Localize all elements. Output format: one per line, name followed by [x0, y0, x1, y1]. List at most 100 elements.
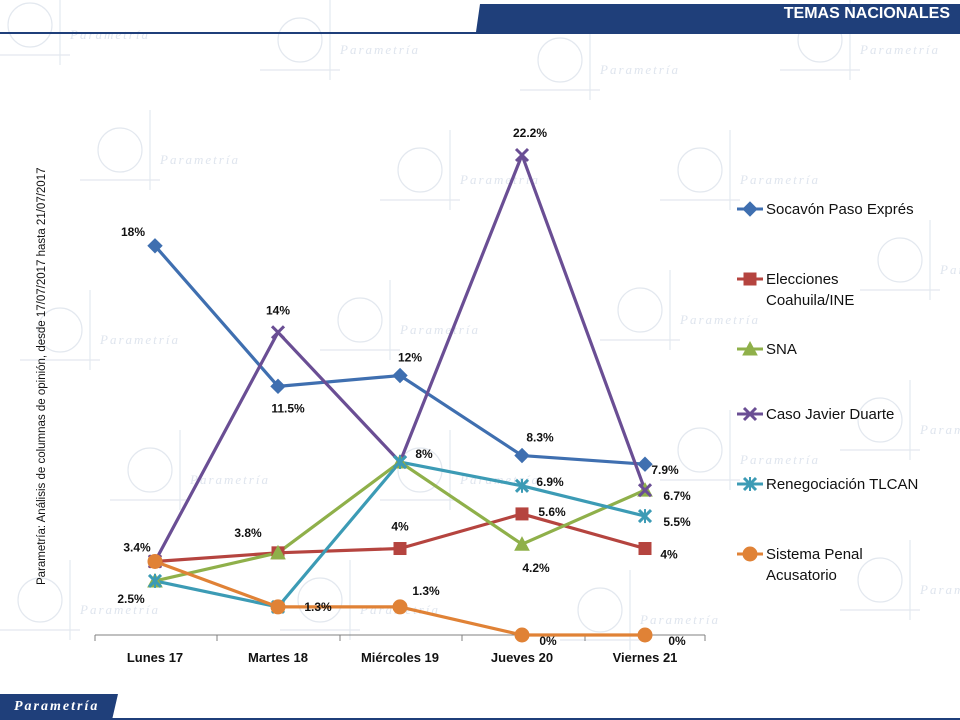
- data-label: 6.7%: [663, 489, 691, 503]
- x-tick-label: Viernes 21: [613, 650, 678, 665]
- x-tick-label: Martes 18: [248, 650, 308, 665]
- watermark-tile: Parametría: [780, 0, 940, 80]
- watermark-tile: Parametría: [80, 110, 240, 190]
- legend-item: SNA: [736, 330, 956, 374]
- legend-swatch: [737, 201, 763, 217]
- legend-item: Renegociación TLCAN: [736, 465, 956, 509]
- series-line: [153, 559, 647, 637]
- watermark-tile: Parametría: [260, 0, 420, 80]
- watermark-tile: Parametría: [110, 430, 268, 510]
- legend-swatch: [737, 340, 763, 356]
- watermark-tile: Parametría: [840, 540, 960, 620]
- data-label: 7.9%: [651, 463, 679, 477]
- data-label: 18%: [121, 225, 145, 239]
- footer-bar: [0, 694, 960, 720]
- watermark-text: Parametría: [79, 602, 160, 617]
- data-label: 14%: [266, 303, 290, 317]
- data-label: 8%: [415, 447, 433, 461]
- data-point: [270, 378, 286, 395]
- data-label: 22.2%: [513, 126, 547, 140]
- data-label: 8.3%: [526, 431, 554, 445]
- data-point: [637, 627, 653, 643]
- data-point: [515, 507, 529, 521]
- watermark-tile: Parametría: [0, 0, 150, 65]
- data-label: 5.6%: [538, 505, 566, 519]
- watermark-tile: Parametría: [660, 130, 820, 210]
- watermark-tile: Parametría: [660, 410, 820, 490]
- watermark-tile: Parametría: [320, 280, 480, 360]
- data-label: 0%: [668, 634, 686, 648]
- data-point: [392, 367, 408, 384]
- data-point: [742, 406, 758, 422]
- watermark-tile: Parametría: [560, 570, 720, 650]
- watermark-text: Parametría: [919, 422, 960, 437]
- legend-item: Sistema Penal Acusatorio: [736, 535, 956, 584]
- x-tick-label: Lunes 17: [127, 650, 183, 665]
- watermark-text: Parametría: [639, 612, 720, 627]
- data-label: 11.5%: [271, 401, 305, 415]
- data-label: 12%: [398, 351, 422, 365]
- watermark-text: Parametría: [69, 27, 150, 42]
- header-bar: [0, 4, 960, 34]
- data-label: 3.4%: [123, 540, 151, 554]
- watermark-tile: Parametría: [380, 130, 540, 210]
- data-point: [742, 340, 758, 356]
- watermark-tile: Parametría: [0, 560, 160, 640]
- legend-swatch: [737, 476, 763, 492]
- watermark-text: Parametría: [99, 332, 180, 347]
- watermark-text: Parametría: [919, 582, 960, 597]
- watermark-text: Parametría: [939, 262, 960, 277]
- watermark-tile: Parametría: [20, 290, 180, 370]
- data-label: 1.3%: [304, 600, 332, 614]
- legend-label: Renegociación TLCAN: [766, 476, 919, 493]
- legend-swatch: [737, 406, 763, 422]
- data-point: [514, 536, 530, 551]
- data-point: [393, 542, 407, 556]
- legend-item: Socavón Paso Exprés: [736, 190, 956, 234]
- watermark-text: Parametría: [159, 152, 240, 167]
- data-point: [742, 201, 758, 217]
- data-point: [270, 325, 286, 340]
- data-point: [514, 147, 530, 163]
- footer-logo: Parametría: [14, 699, 100, 714]
- data-point: [637, 483, 653, 498]
- x-tick-label: Jueves 20: [491, 650, 553, 665]
- data-point: [743, 272, 757, 286]
- data-label: 2.5%: [117, 592, 145, 606]
- watermark-text: Parametría: [339, 42, 420, 57]
- data-label: 4.2%: [522, 561, 550, 575]
- series-line: [153, 460, 647, 609]
- watermark-text: Parametría: [739, 452, 820, 467]
- legend-item: Caso Javier Duarte: [736, 395, 956, 439]
- watermark-text: Parametría: [459, 172, 540, 187]
- data-point: [147, 573, 163, 589]
- data-point: [147, 553, 163, 569]
- header-title: TEMAS NACIONALES: [783, 5, 950, 22]
- data-point: [637, 456, 653, 472]
- watermark-tile: Parametría: [600, 270, 758, 350]
- watermark-text: Parametría: [739, 172, 820, 187]
- legend-label: SNA: [766, 341, 797, 358]
- watermark-text: Parametría: [859, 42, 940, 57]
- watermark-tile: Parametría: [520, 20, 678, 100]
- watermark-tile: Parametría: [840, 380, 960, 460]
- watermark-text: Parametría: [399, 322, 480, 337]
- data-point: [392, 599, 408, 615]
- data-label: 6.9%: [536, 475, 564, 489]
- data-point: [270, 544, 286, 560]
- data-point: [147, 238, 163, 254]
- legend-label: Socavón Paso Exprés: [766, 201, 914, 218]
- data-point: [742, 476, 758, 492]
- data-label: 3.8%: [234, 526, 262, 540]
- legend-swatch: [737, 272, 763, 286]
- data-point: [514, 478, 530, 493]
- x-tick-label: Miércoles 19: [361, 650, 439, 665]
- data-label: 1.3%: [412, 584, 440, 598]
- legend-label: Caso Javier Duarte: [766, 406, 895, 423]
- data-label: 4%: [660, 548, 678, 562]
- legend-label: Sistema Penal Acusatorio: [766, 546, 863, 584]
- watermark-tile: Parametría: [860, 220, 960, 300]
- data-point: [514, 627, 530, 643]
- legend-item: Elecciones Coahuila/INE: [736, 260, 956, 309]
- legend-label: Elecciones Coahuila/INE: [766, 271, 855, 309]
